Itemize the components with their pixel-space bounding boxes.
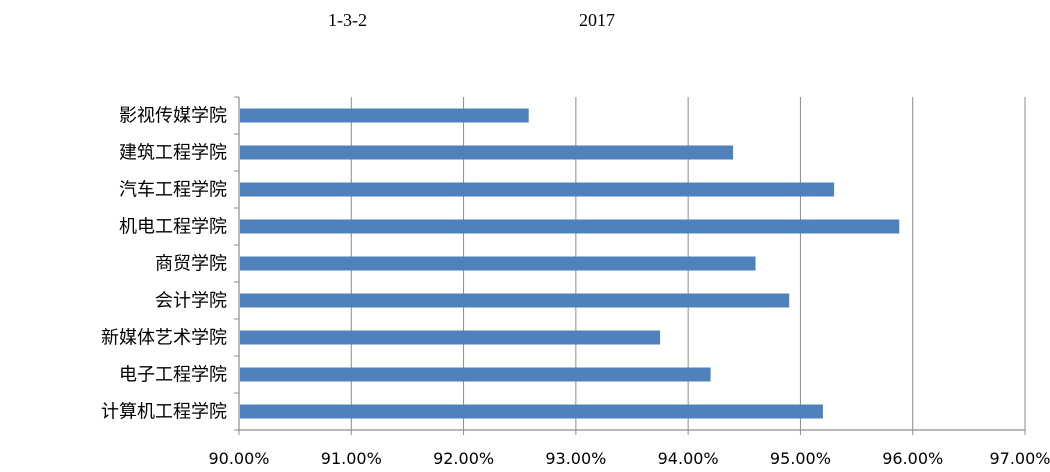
bar-3 [240,182,835,197]
bar-6 [240,293,790,308]
x-tick-label: 92.00% [433,449,494,468]
bar-8 [240,367,711,382]
bar-5 [240,256,756,271]
category-label: 商贸学院 [155,254,227,275]
category-label: 电子工程学院 [119,365,227,386]
category-label: 机电工程学院 [119,217,227,238]
category-label: 会计学院 [155,291,227,312]
category-label: 影视传媒学院 [119,106,227,127]
bar-1 [240,108,529,123]
bar-7 [240,330,661,345]
category-label: 建筑工程学院 [119,143,227,164]
category-label: 汽车工程学院 [119,180,227,201]
caption-year: 2017 [579,10,615,30]
x-tick-label: 94.00% [658,449,719,468]
chart-caption: 1-3-2 2017 [0,10,1050,40]
bar-4 [240,219,900,234]
figure-number: 1-3-2 [328,10,367,30]
x-tick-label: 93.00% [545,449,606,468]
x-tick-label: 91.00% [321,449,382,468]
category-label: 计算机工程学院 [101,402,227,423]
x-tick-label: 96.00% [882,449,943,468]
x-tick-label: 95.00% [770,449,831,468]
x-tick-label: 97.00% [989,449,1050,468]
bar-2 [240,145,734,160]
bar-9 [240,404,823,419]
x-tick-label: 90.00% [208,449,269,468]
category-label: 新媒体艺术学院 [101,328,227,349]
